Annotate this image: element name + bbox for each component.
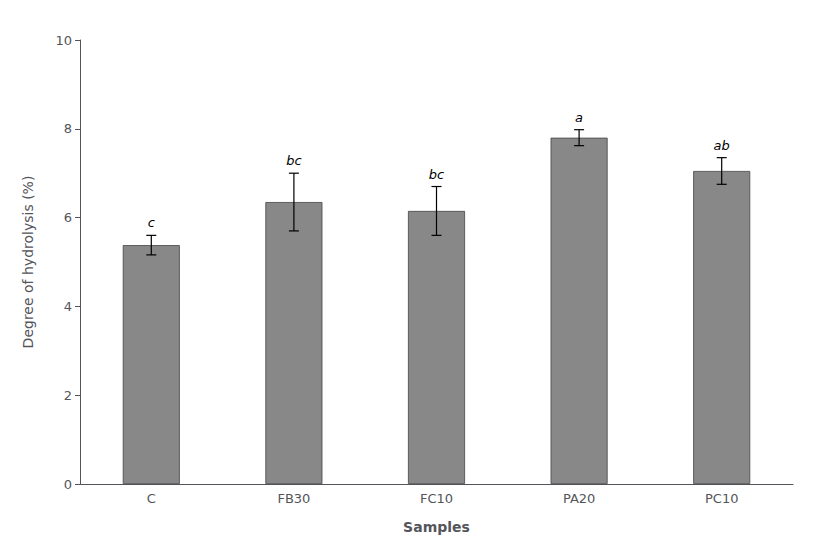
svg-text:PA20: PA20	[563, 491, 595, 506]
svg-text:ab: ab	[714, 138, 730, 153]
svg-text:8: 8	[64, 121, 72, 136]
svg-text:4: 4	[64, 299, 72, 314]
svg-text:bc: bc	[286, 153, 301, 168]
svg-text:a: a	[575, 110, 583, 125]
svg-text:10: 10	[55, 33, 72, 48]
svg-text:6: 6	[64, 210, 72, 225]
svg-text:2: 2	[64, 388, 72, 403]
svg-text:bc: bc	[429, 167, 444, 182]
svg-text:C: C	[147, 491, 156, 506]
svg-text:Degree of hydrolysis (%): Degree of hydrolysis (%)	[20, 176, 36, 349]
svg-text:PC10: PC10	[705, 491, 738, 506]
svg-text:FC10: FC10	[420, 491, 453, 506]
svg-text:Samples: Samples	[403, 519, 470, 535]
svg-text:c: c	[148, 215, 155, 230]
svg-text:0: 0	[64, 477, 72, 492]
svg-text:FB30: FB30	[277, 491, 310, 506]
